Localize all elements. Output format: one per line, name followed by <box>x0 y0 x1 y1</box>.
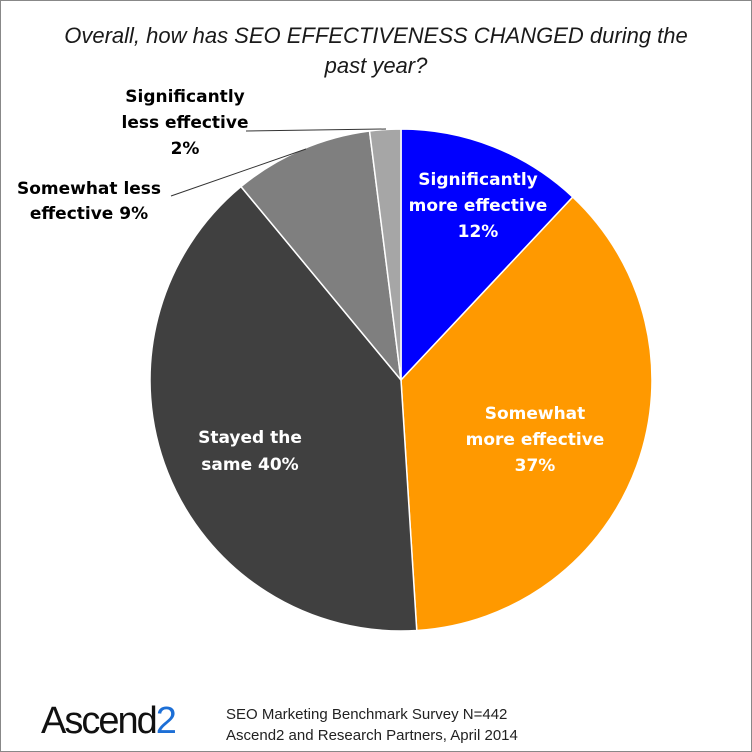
slice-label-4-line-2: effective 9% <box>30 204 148 224</box>
slice-label-5-line-1: Significantly <box>125 87 244 107</box>
leader-line-4 <box>170 148 307 197</box>
pie-slice-1 <box>400 128 574 381</box>
ascend2-logo: Ascend2 <box>41 700 177 742</box>
slice-label-2-line-3: 37% <box>515 456 556 476</box>
slice-label-1-line-2: more effective <box>409 196 548 216</box>
chart-title: Overall, how has SEO EFFECTIVENESS CHANG… <box>64 23 688 78</box>
slice-label-2-line-1: Somewhat <box>485 404 586 424</box>
pie-slice-3 <box>149 185 418 632</box>
slice-label-2-line-2: more effective <box>466 430 605 450</box>
leader-line-5 <box>245 128 387 132</box>
slice-label-5: Significantly less effective 2% <box>122 87 249 159</box>
logo-text: Ascend <box>41 700 158 742</box>
pie-slices <box>149 128 653 632</box>
slice-label-1-line-1: Significantly <box>418 170 537 190</box>
pie-slice-2 <box>400 196 653 632</box>
slice-label-3-line-1: Stayed the <box>198 428 302 448</box>
slice-label-3: Stayed the same 40% <box>198 428 302 475</box>
source-notes: SEO Marketing Benchmark Survey N=442 Asc… <box>226 704 518 746</box>
logo-number: 2 <box>155 700 177 742</box>
slice-label-1: Significantly more effective 12% <box>409 170 548 242</box>
slice-label-1-line-3: 12% <box>458 222 499 242</box>
leader-lines <box>170 128 387 197</box>
source-line-partners: Ascend2 and Research Partners, April 201… <box>226 727 518 744</box>
slice-labels: Significantly more effective 12% Somewhat mo… <box>17 87 604 476</box>
pie-slice-4 <box>240 130 402 381</box>
slice-label-5-line-2: less effective <box>122 113 249 133</box>
slice-label-5-line-3: 2% <box>171 139 200 159</box>
slice-label-3-line-2: same 40% <box>201 455 298 475</box>
slice-label-2: Somewhat more effective 37% <box>466 404 605 476</box>
slice-label-4-line-1: Somewhat less <box>17 179 161 199</box>
slice-label-4: Somewhat less effective 9% <box>17 179 161 224</box>
source-line-survey: SEO Marketing Benchmark Survey N=442 <box>226 706 508 723</box>
